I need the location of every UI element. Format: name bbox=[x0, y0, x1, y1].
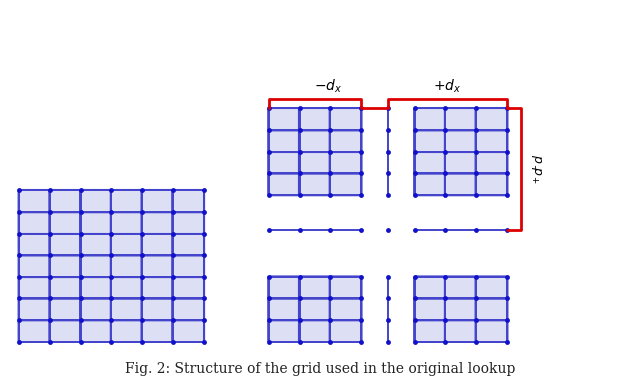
FancyBboxPatch shape bbox=[445, 276, 477, 299]
FancyBboxPatch shape bbox=[172, 190, 204, 212]
FancyBboxPatch shape bbox=[49, 320, 81, 342]
FancyBboxPatch shape bbox=[80, 233, 112, 256]
FancyBboxPatch shape bbox=[19, 190, 51, 212]
FancyBboxPatch shape bbox=[299, 130, 331, 152]
FancyBboxPatch shape bbox=[268, 298, 300, 320]
FancyBboxPatch shape bbox=[414, 320, 446, 342]
FancyBboxPatch shape bbox=[445, 151, 477, 174]
FancyBboxPatch shape bbox=[141, 233, 173, 256]
Text: Fig. 2: Structure of the grid used in the original lookup: Fig. 2: Structure of the grid used in th… bbox=[125, 362, 515, 376]
FancyBboxPatch shape bbox=[414, 173, 446, 195]
FancyBboxPatch shape bbox=[19, 276, 51, 299]
FancyBboxPatch shape bbox=[330, 108, 362, 130]
FancyBboxPatch shape bbox=[49, 255, 81, 277]
FancyBboxPatch shape bbox=[414, 151, 446, 174]
Text: $p_+$: $p_+$ bbox=[529, 166, 543, 184]
FancyBboxPatch shape bbox=[299, 320, 331, 342]
FancyBboxPatch shape bbox=[476, 276, 508, 299]
FancyBboxPatch shape bbox=[141, 298, 173, 320]
FancyBboxPatch shape bbox=[111, 233, 143, 256]
FancyBboxPatch shape bbox=[172, 320, 204, 342]
FancyBboxPatch shape bbox=[49, 190, 81, 212]
FancyBboxPatch shape bbox=[80, 298, 112, 320]
FancyBboxPatch shape bbox=[299, 298, 331, 320]
FancyBboxPatch shape bbox=[268, 173, 300, 195]
FancyBboxPatch shape bbox=[414, 108, 446, 130]
FancyBboxPatch shape bbox=[80, 255, 112, 277]
FancyBboxPatch shape bbox=[172, 212, 204, 234]
FancyBboxPatch shape bbox=[111, 255, 143, 277]
FancyBboxPatch shape bbox=[330, 130, 362, 152]
Text: $-d_x$: $-d_x$ bbox=[314, 78, 342, 95]
FancyBboxPatch shape bbox=[299, 276, 331, 299]
FancyBboxPatch shape bbox=[476, 108, 508, 130]
FancyBboxPatch shape bbox=[476, 173, 508, 195]
FancyBboxPatch shape bbox=[111, 190, 143, 212]
FancyBboxPatch shape bbox=[476, 130, 508, 152]
FancyBboxPatch shape bbox=[19, 298, 51, 320]
FancyBboxPatch shape bbox=[141, 320, 173, 342]
FancyBboxPatch shape bbox=[445, 173, 477, 195]
FancyBboxPatch shape bbox=[299, 173, 331, 195]
FancyBboxPatch shape bbox=[19, 212, 51, 234]
FancyBboxPatch shape bbox=[172, 276, 204, 299]
FancyBboxPatch shape bbox=[330, 276, 362, 299]
FancyBboxPatch shape bbox=[299, 108, 331, 130]
FancyBboxPatch shape bbox=[141, 212, 173, 234]
FancyBboxPatch shape bbox=[141, 255, 173, 277]
FancyBboxPatch shape bbox=[19, 255, 51, 277]
FancyBboxPatch shape bbox=[49, 233, 81, 256]
FancyBboxPatch shape bbox=[330, 298, 362, 320]
FancyBboxPatch shape bbox=[445, 108, 477, 130]
FancyBboxPatch shape bbox=[49, 276, 81, 299]
Text: $+d_x$: $+d_x$ bbox=[433, 78, 461, 95]
FancyBboxPatch shape bbox=[80, 276, 112, 299]
FancyBboxPatch shape bbox=[476, 320, 508, 342]
FancyBboxPatch shape bbox=[268, 276, 300, 299]
FancyBboxPatch shape bbox=[80, 190, 112, 212]
FancyBboxPatch shape bbox=[445, 320, 477, 342]
FancyBboxPatch shape bbox=[111, 212, 143, 234]
FancyBboxPatch shape bbox=[476, 298, 508, 320]
FancyBboxPatch shape bbox=[330, 173, 362, 195]
FancyBboxPatch shape bbox=[19, 320, 51, 342]
FancyBboxPatch shape bbox=[80, 212, 112, 234]
FancyBboxPatch shape bbox=[299, 151, 331, 174]
FancyBboxPatch shape bbox=[141, 190, 173, 212]
FancyBboxPatch shape bbox=[111, 320, 143, 342]
FancyBboxPatch shape bbox=[172, 233, 204, 256]
FancyBboxPatch shape bbox=[414, 130, 446, 152]
FancyBboxPatch shape bbox=[268, 151, 300, 174]
FancyBboxPatch shape bbox=[49, 298, 81, 320]
FancyBboxPatch shape bbox=[414, 298, 446, 320]
FancyBboxPatch shape bbox=[19, 233, 51, 256]
FancyBboxPatch shape bbox=[172, 255, 204, 277]
FancyBboxPatch shape bbox=[330, 320, 362, 342]
FancyBboxPatch shape bbox=[414, 276, 446, 299]
FancyBboxPatch shape bbox=[445, 298, 477, 320]
FancyBboxPatch shape bbox=[476, 151, 508, 174]
FancyBboxPatch shape bbox=[445, 130, 477, 152]
Text: $p_-$: $p_-$ bbox=[529, 154, 543, 172]
FancyBboxPatch shape bbox=[268, 108, 300, 130]
FancyBboxPatch shape bbox=[80, 320, 112, 342]
FancyBboxPatch shape bbox=[268, 320, 300, 342]
FancyBboxPatch shape bbox=[49, 212, 81, 234]
FancyBboxPatch shape bbox=[172, 298, 204, 320]
FancyBboxPatch shape bbox=[111, 276, 143, 299]
FancyBboxPatch shape bbox=[141, 276, 173, 299]
FancyBboxPatch shape bbox=[330, 151, 362, 174]
FancyBboxPatch shape bbox=[111, 298, 143, 320]
FancyBboxPatch shape bbox=[268, 130, 300, 152]
